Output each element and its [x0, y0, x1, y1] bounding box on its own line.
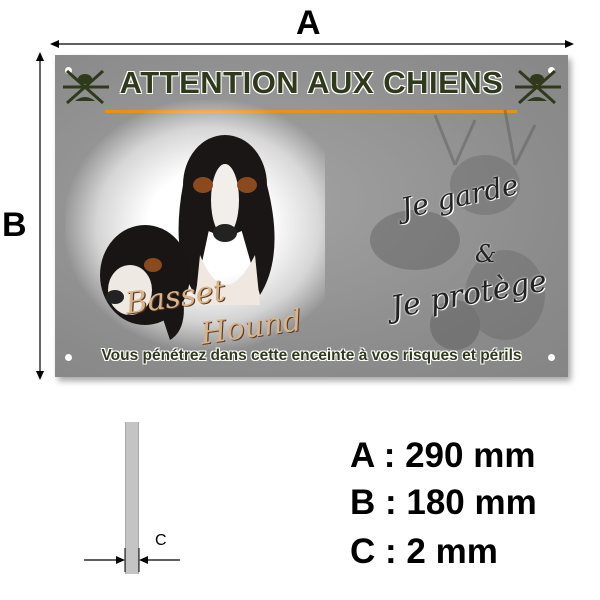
sign-footer-warning: Vous pénétrez dans cette enceinte à vos … — [101, 347, 522, 364]
sign-plate: ATTENTION AUX CHIENS Basset Hound Je gar… — [55, 55, 568, 377]
spec-width: A : 290 mm — [350, 436, 536, 475]
hunting-emblem-icon — [515, 69, 561, 105]
sign-title: ATTENTION AUX CHIENS — [119, 65, 504, 100]
motto-ampersand: & — [475, 240, 497, 268]
spec-height: B : 180 mm — [350, 483, 537, 522]
basset-hound-photo — [100, 135, 275, 340]
mount-hole — [65, 354, 72, 361]
dimension-c-arrows — [84, 548, 180, 572]
dimension-a-arrow — [50, 40, 574, 48]
mount-hole — [548, 354, 555, 361]
dimension-b-arrow — [36, 52, 44, 380]
dimension-b-label: B — [2, 206, 27, 244]
dimension-c-label: C — [155, 532, 167, 549]
wildlife-illustration — [370, 109, 545, 350]
spec-thickness: C : 2 mm — [350, 532, 498, 571]
plate-thickness-profile — [125, 422, 139, 574]
mount-hole — [548, 67, 555, 74]
dimension-a-label: A — [296, 4, 321, 42]
